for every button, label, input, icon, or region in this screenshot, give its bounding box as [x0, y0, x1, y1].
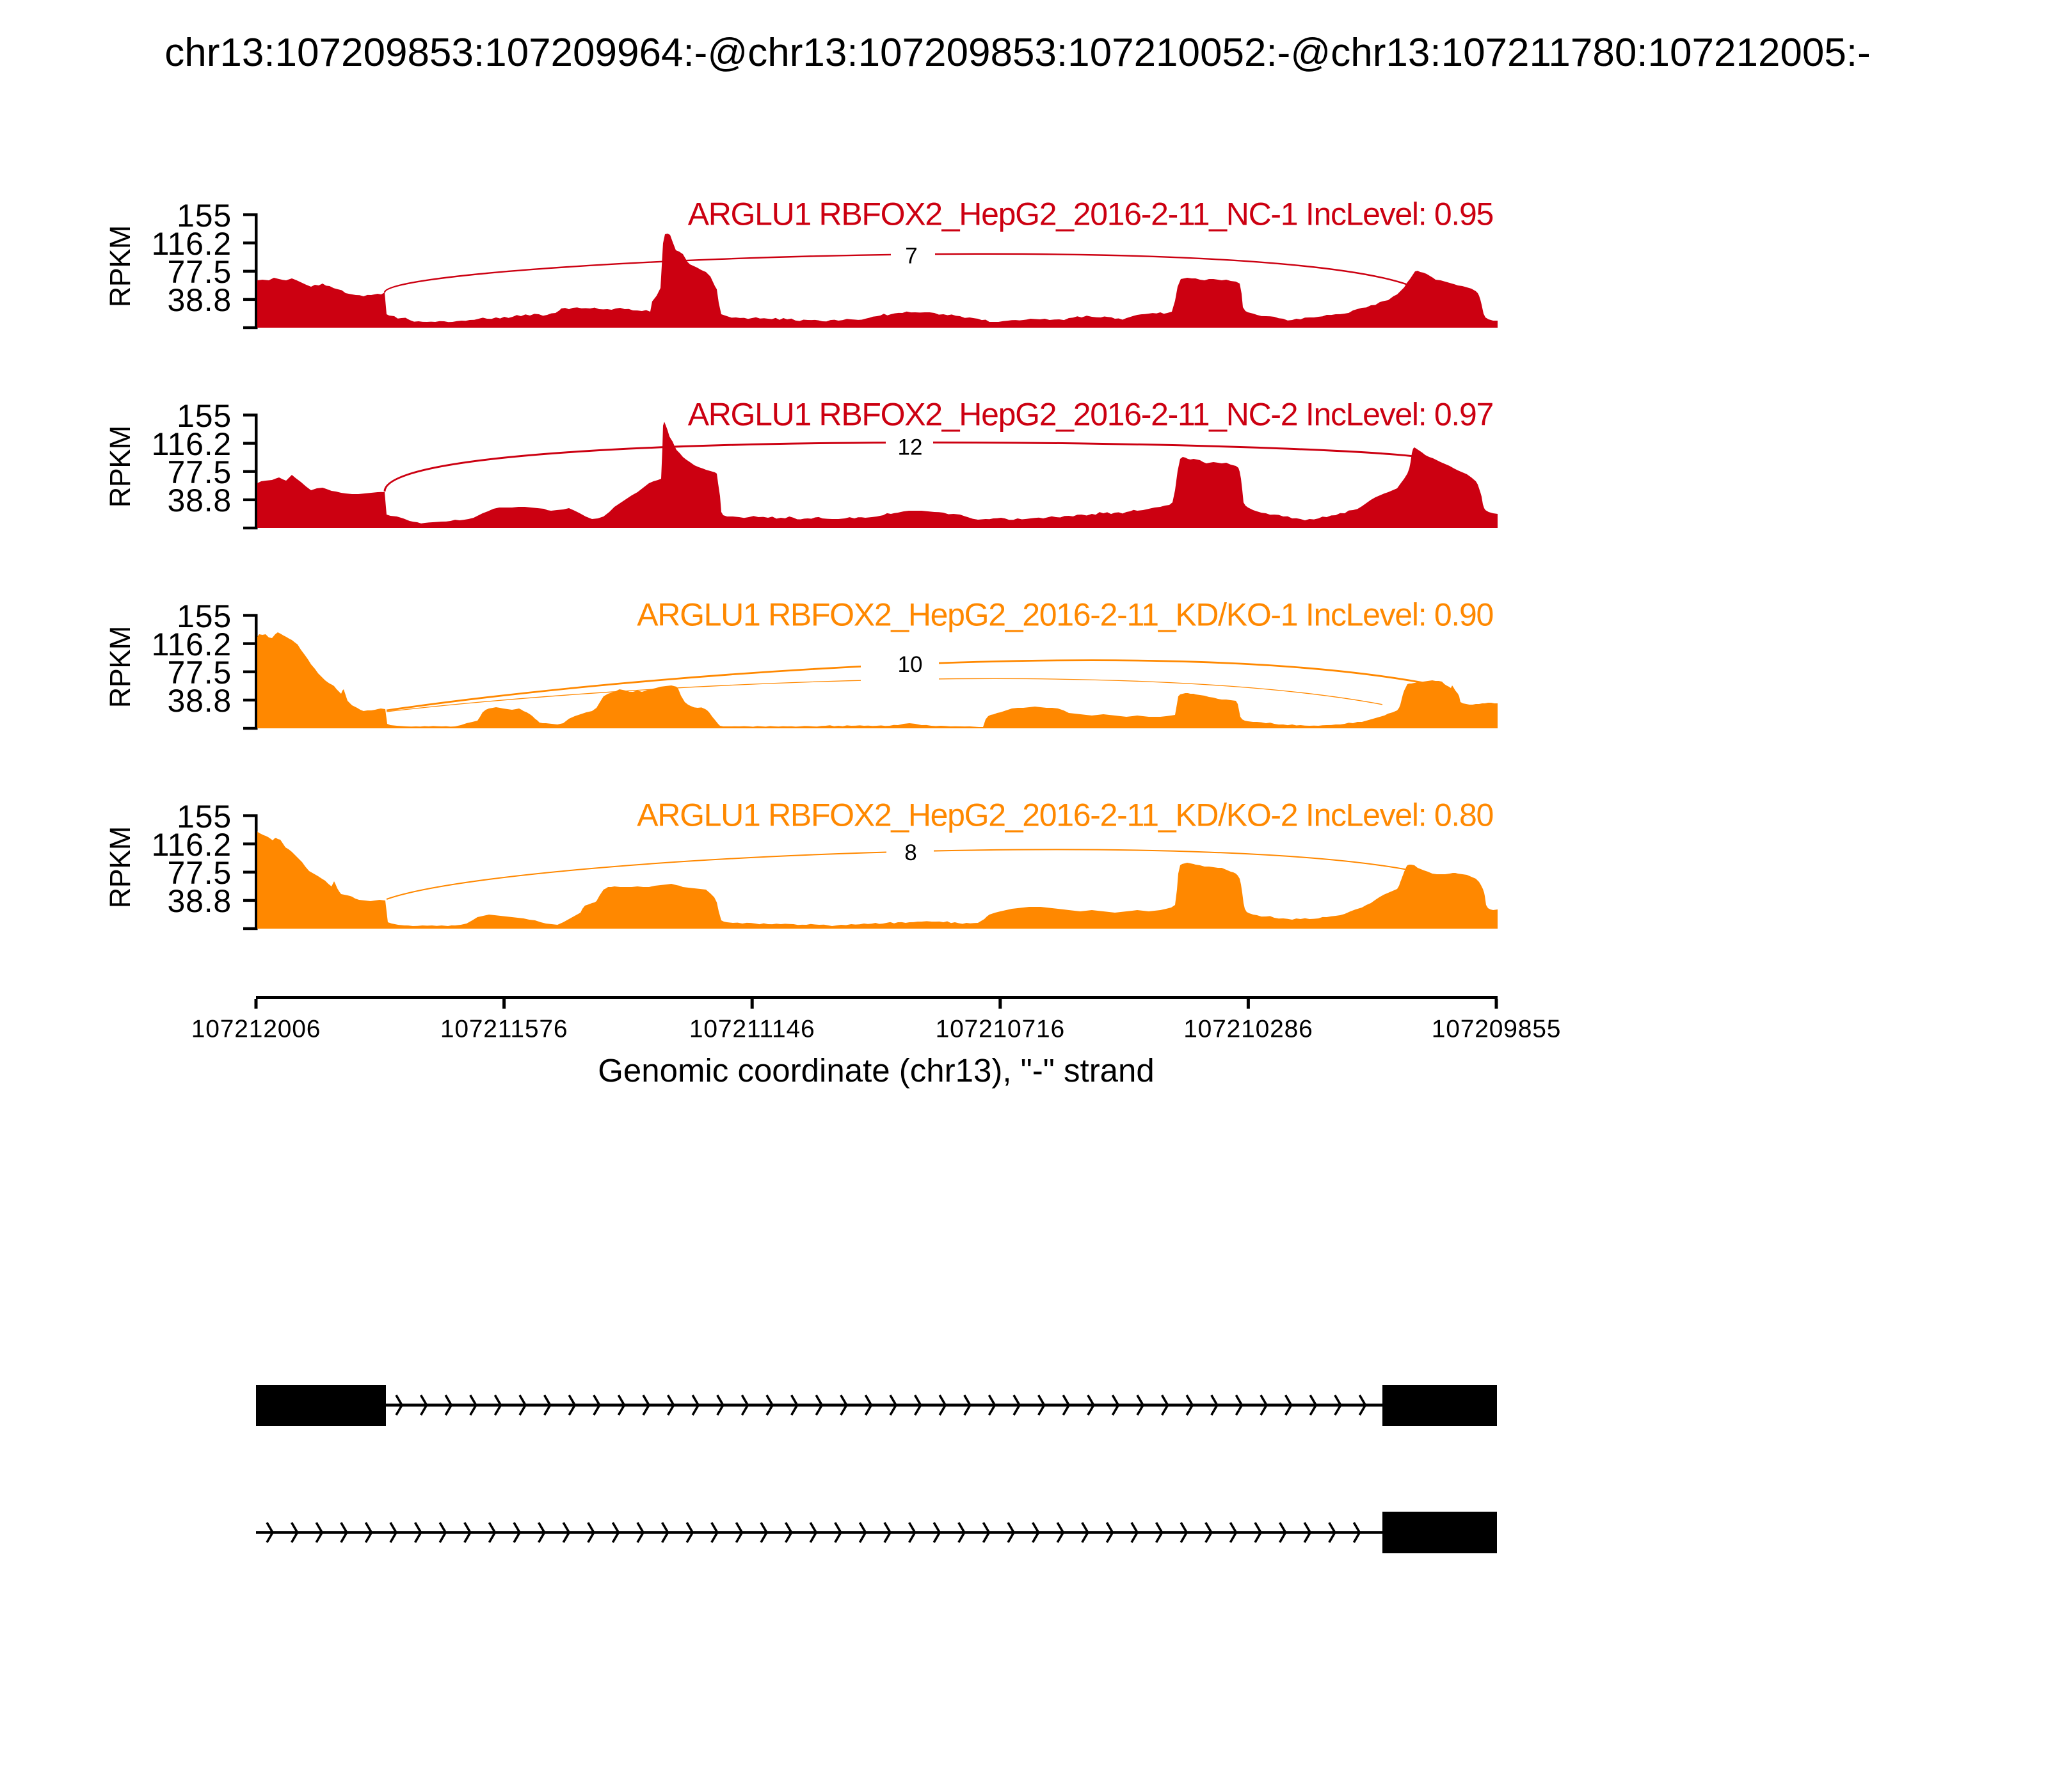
svg-text:38.8: 38.8 — [167, 483, 232, 518]
svg-text:77.5: 77.5 — [167, 454, 232, 490]
svg-text:107210716: 107210716 — [936, 1016, 1065, 1043]
svg-text:7: 7 — [905, 243, 917, 268]
svg-text:107209855: 107209855 — [1432, 1016, 1561, 1043]
svg-text:77.5: 77.5 — [167, 855, 232, 891]
svg-text:155: 155 — [177, 398, 232, 434]
svg-text:38.8: 38.8 — [167, 683, 232, 719]
svg-text:155: 155 — [177, 598, 232, 634]
svg-text:38.8: 38.8 — [167, 883, 232, 919]
svg-text:116.2: 116.2 — [152, 226, 232, 262]
svg-text:Genomic coordinate (chr13), "-: Genomic coordinate (chr13), "-" strand — [598, 1052, 1155, 1089]
svg-text:8: 8 — [904, 840, 916, 865]
svg-text:RPKM: RPKM — [104, 225, 136, 307]
svg-text:ARGLU1 RBFOX2_HepG2_2016-2-11_: ARGLU1 RBFOX2_HepG2_2016-2-11_KD/KO-2 In… — [637, 797, 1493, 833]
svg-text:RPKM: RPKM — [104, 426, 136, 508]
svg-text:77.5: 77.5 — [167, 655, 232, 691]
svg-text:ARGLU1 RBFOX2_HepG2_2016-2-11_: ARGLU1 RBFOX2_HepG2_2016-2-11_NC-1 IncLe… — [688, 196, 1493, 232]
svg-text:116.2: 116.2 — [152, 827, 232, 863]
svg-text:155: 155 — [177, 799, 232, 835]
svg-text:RPKM: RPKM — [104, 626, 136, 708]
svg-text:ARGLU1 RBFOX2_HepG2_2016-2-11_: ARGLU1 RBFOX2_HepG2_2016-2-11_KD/KO-1 In… — [637, 596, 1493, 632]
svg-text:chr13:107209853:107209964:-@ch: chr13:107209853:107209964:-@chr13:107209… — [164, 31, 1871, 75]
svg-text:107212006: 107212006 — [191, 1016, 321, 1043]
svg-text:38.8: 38.8 — [167, 282, 232, 318]
svg-text:12: 12 — [898, 435, 923, 460]
svg-text:107210286: 107210286 — [1183, 1016, 1313, 1043]
svg-text:155: 155 — [177, 198, 232, 234]
svg-text:RPKM: RPKM — [104, 826, 136, 908]
svg-text:77.5: 77.5 — [167, 254, 232, 290]
svg-text:116.2: 116.2 — [152, 627, 232, 662]
svg-text:116.2: 116.2 — [152, 426, 232, 462]
svg-text:10: 10 — [898, 652, 923, 677]
svg-text:107211576: 107211576 — [440, 1016, 568, 1043]
svg-text:ARGLU1 RBFOX2_HepG2_2016-2-11_: ARGLU1 RBFOX2_HepG2_2016-2-11_NC-2 IncLe… — [688, 396, 1493, 432]
svg-text:107211146: 107211146 — [689, 1016, 815, 1043]
